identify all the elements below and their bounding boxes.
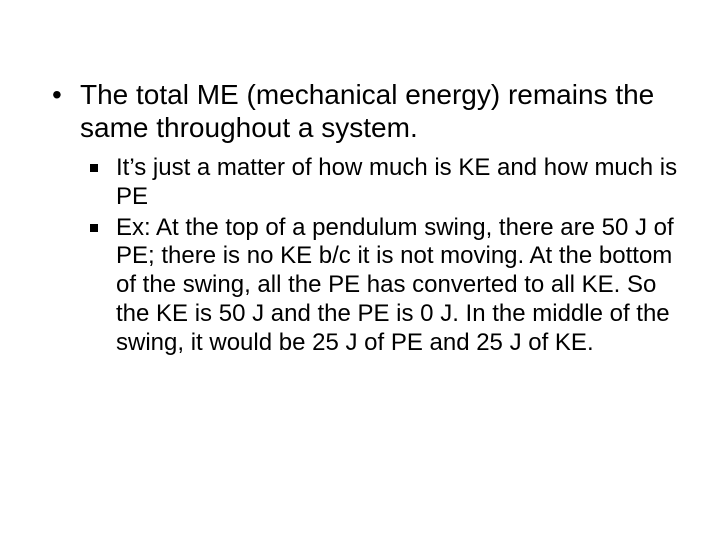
list-item: The total ME (mechanical energy) remains… bbox=[40, 78, 680, 358]
bullet-text: Ex: At the top of a pendulum swing, ther… bbox=[116, 214, 674, 356]
bullet-list-level2: It’s just a matter of how much is KE and… bbox=[80, 154, 680, 358]
bullet-text: It’s just a matter of how much is KE and… bbox=[116, 154, 677, 210]
list-item: It’s just a matter of how much is KE and… bbox=[80, 154, 680, 212]
list-item: Ex: At the top of a pendulum swing, ther… bbox=[80, 214, 680, 358]
bullet-list-level1: The total ME (mechanical energy) remains… bbox=[40, 78, 680, 358]
slide: The total ME (mechanical energy) remains… bbox=[0, 0, 720, 540]
bullet-text: The total ME (mechanical energy) remains… bbox=[80, 79, 654, 143]
